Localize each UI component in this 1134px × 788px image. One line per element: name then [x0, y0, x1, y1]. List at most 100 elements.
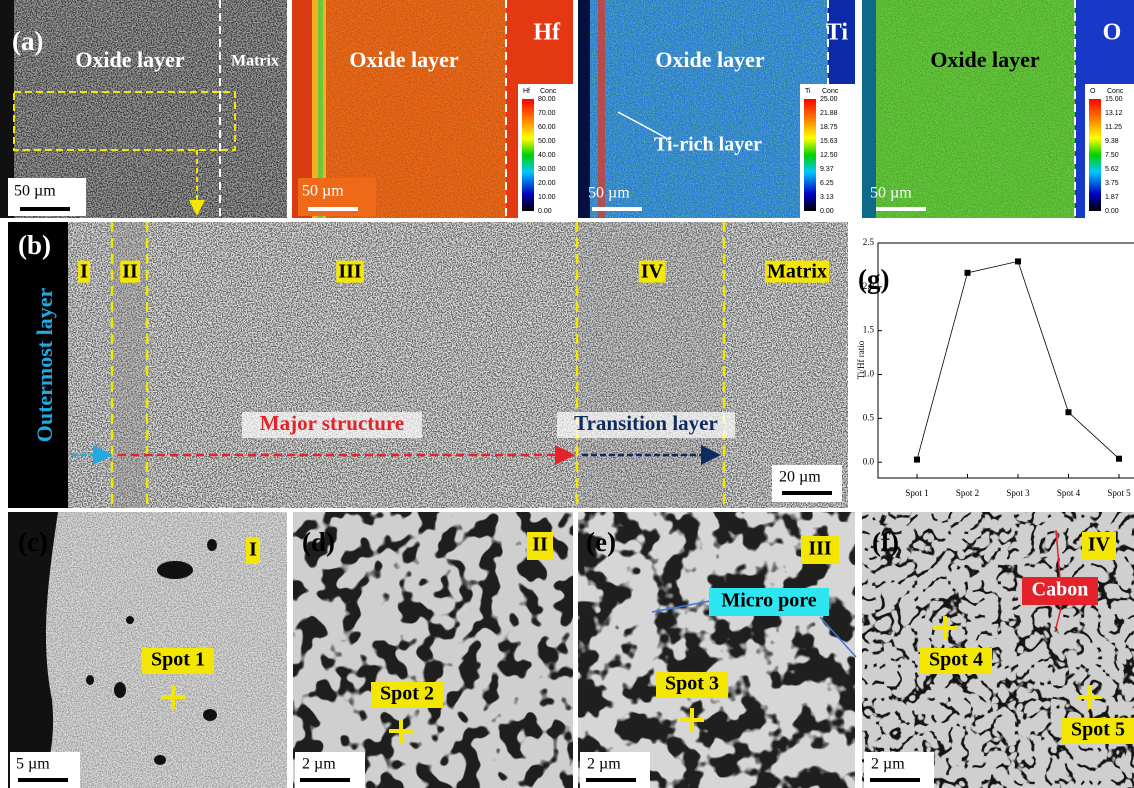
- data-point: [965, 270, 971, 276]
- colorbar-element: O: [1090, 88, 1096, 95]
- shape: [114, 682, 126, 698]
- colorbar-label: 1.87: [1105, 194, 1119, 201]
- y-tick-label: 0.0: [863, 456, 875, 466]
- colorbar-label: 13.12: [1105, 110, 1123, 117]
- colorbar-label: 80.00: [538, 96, 556, 103]
- shape: [870, 778, 920, 782]
- colorbar-label: 30.00: [538, 166, 556, 173]
- figure: (a) Oxide layer Matrix 50 µm Oxide layer…: [0, 0, 1134, 788]
- data-point: [914, 457, 920, 463]
- label: 2 µm: [587, 756, 621, 773]
- label: Hf: [533, 20, 561, 46]
- colorbar: TiConc25.0021.8818.7515.6312.509.376.253…: [800, 84, 855, 218]
- label: IV: [1088, 534, 1111, 556]
- panel-c: (c) I Spot 1 5 µm: [8, 512, 287, 788]
- colorbar-label: 25.00: [820, 96, 838, 103]
- label: Oxide layer: [75, 47, 185, 72]
- colorbar-element: Ti: [805, 88, 811, 95]
- data-point: [1116, 456, 1122, 462]
- colorbar-label: 21.88: [820, 110, 838, 117]
- shape: [207, 539, 217, 551]
- x-tick-label: Spot 5: [1107, 488, 1131, 498]
- shape: [300, 778, 350, 782]
- label: Cabon: [1032, 579, 1089, 601]
- label: Spot 3: [665, 673, 719, 695]
- label: (c): [18, 527, 48, 557]
- shape: [157, 561, 193, 579]
- colorbar-label: 20.00: [538, 180, 556, 187]
- label: 50 µm: [302, 183, 344, 200]
- x-tick-label: Spot 4: [1057, 488, 1081, 498]
- label: Micro pore: [721, 590, 816, 612]
- panel-a: (a) Oxide layer Matrix 50 µm: [0, 0, 287, 218]
- y-tick-label: 1.5: [863, 325, 875, 335]
- label: I: [249, 539, 257, 561]
- colorbar-label: 0.00: [1105, 208, 1119, 215]
- label: (d): [302, 527, 335, 557]
- label: Spot 1: [151, 649, 205, 671]
- colorbar-label: 0.00: [820, 208, 834, 215]
- panel-f: (f) IV Cabon Spot 4 Spot 5 2 µm: [862, 512, 1134, 788]
- colorbar-label: 15.00: [1105, 96, 1123, 103]
- label: III: [808, 538, 832, 560]
- label: (a): [12, 26, 43, 56]
- label: Spot 4: [929, 649, 983, 671]
- label: Ti-rich layer: [654, 134, 762, 156]
- x-tick-label: Spot 1: [905, 488, 928, 498]
- shape: [154, 755, 166, 765]
- shape: [203, 709, 217, 721]
- shape: [18, 778, 68, 782]
- colorbar-label: 6.25: [820, 180, 834, 187]
- colorbar-header: Conc: [540, 88, 557, 95]
- colorbar-element: Hf: [523, 88, 530, 95]
- colorbar-label: 3.75: [1105, 180, 1119, 187]
- label: II: [532, 534, 548, 556]
- y-tick-label: 1.0: [863, 369, 875, 379]
- chart-background: [850, 222, 1134, 508]
- colorbar-label: 9.38: [1105, 138, 1119, 145]
- label: (b): [18, 230, 51, 260]
- colorbar-gradient: [804, 99, 816, 211]
- colorbar-label: 9.37: [820, 166, 834, 173]
- data-point: [1066, 409, 1072, 415]
- shape: [20, 207, 70, 211]
- x-tick-label: Spot 2: [956, 488, 979, 498]
- y-tick-label: 0.5: [863, 412, 875, 422]
- panel-ti: Oxide layer Ti Ti-rich layer TiConc25.00…: [578, 0, 855, 218]
- zone-label: IV: [641, 261, 664, 283]
- zone-label: II: [122, 261, 138, 283]
- data-point: [1015, 258, 1021, 264]
- label: Transition layer: [574, 411, 718, 435]
- shape: [876, 207, 926, 211]
- label: Spot 2: [380, 683, 434, 705]
- y-tick-label: 2.5: [863, 237, 875, 247]
- shape: [308, 207, 358, 211]
- colorbar-gradient: [522, 99, 534, 211]
- label: (f): [872, 527, 899, 557]
- label: Ti: [826, 20, 849, 46]
- label: Matrix: [231, 53, 279, 70]
- label: 50 µm: [870, 185, 912, 202]
- colorbar-header: Conc: [1107, 88, 1124, 95]
- colorbar-label: 60.00: [538, 124, 556, 131]
- panel-e: (e) III Micro pore Spot 3 2 µm: [578, 512, 856, 788]
- label: 2 µm: [871, 756, 905, 773]
- zone-label: I: [80, 261, 88, 283]
- colorbar-label: 15.63: [820, 138, 838, 145]
- shape: [592, 207, 642, 211]
- colorbar-label: 10.00: [538, 194, 556, 201]
- colorbar-label: 50.00: [538, 138, 556, 145]
- shape: [782, 491, 832, 495]
- page: {"panels":{ "a":{"label":"(a)","text":"O…: [0, 0, 1134, 788]
- colorbar-label: 7.50: [1105, 152, 1119, 159]
- panel-d: (d) II Spot 2 2 µm: [293, 512, 573, 788]
- label: Oxide layer: [930, 47, 1040, 72]
- shape: [126, 616, 134, 624]
- colorbar-label: 12.50: [820, 152, 838, 159]
